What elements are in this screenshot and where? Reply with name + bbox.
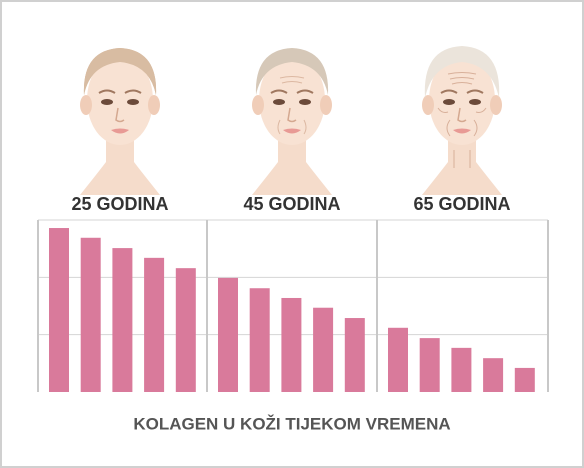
chart-title: KOLAGEN U KOŽI TIJEKOM VREMENA bbox=[133, 414, 450, 433]
bar bbox=[218, 277, 238, 392]
face-middle bbox=[251, 48, 333, 196]
bar bbox=[80, 237, 101, 392]
bar bbox=[451, 347, 472, 392]
face-old bbox=[421, 46, 503, 196]
bar bbox=[313, 307, 334, 392]
bar bbox=[388, 327, 408, 392]
bar bbox=[281, 297, 302, 392]
bar bbox=[483, 358, 504, 392]
bar bbox=[249, 288, 270, 392]
bar bbox=[419, 338, 440, 392]
bar bbox=[49, 228, 69, 392]
bar bbox=[112, 248, 133, 392]
bar bbox=[175, 268, 196, 392]
bar bbox=[144, 257, 165, 392]
bar bbox=[344, 318, 365, 392]
group-label: 65 GODINA bbox=[413, 194, 510, 214]
group-label: 25 GODINA bbox=[71, 194, 168, 214]
group-label: 45 GODINA bbox=[243, 194, 340, 214]
bar bbox=[514, 367, 535, 392]
face-young bbox=[79, 48, 161, 196]
